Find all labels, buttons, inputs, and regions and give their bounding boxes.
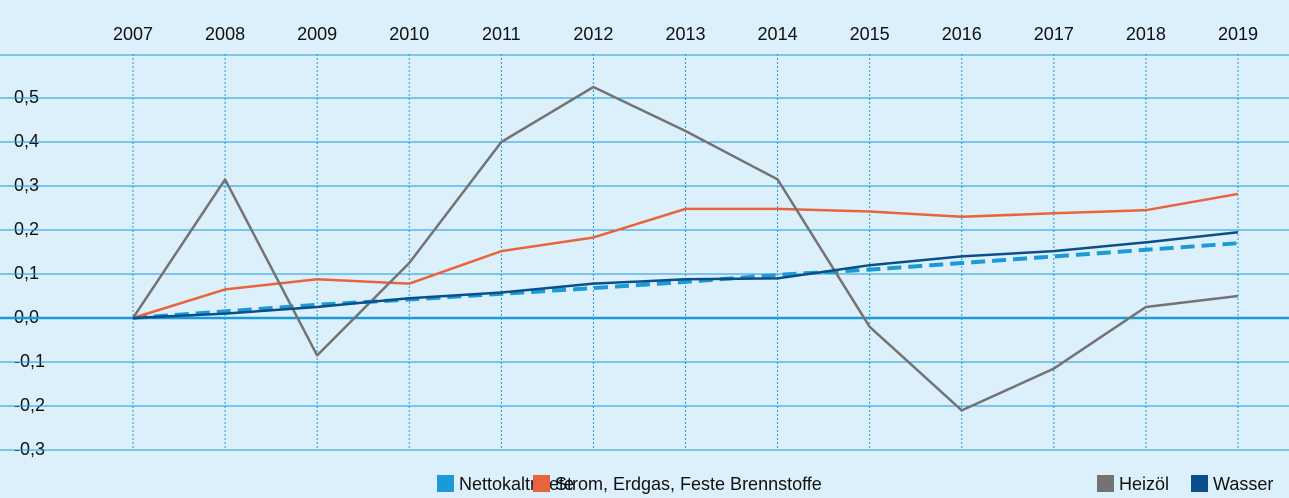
x-tick-label: 2019 <box>1218 24 1258 44</box>
x-tick-label: 2014 <box>758 24 798 44</box>
x-tick-label: 2012 <box>573 24 613 44</box>
x-tick-label: 2015 <box>850 24 890 44</box>
legend-label: Heizöl <box>1119 474 1169 494</box>
y-tick-label: -0,3 <box>14 439 45 459</box>
legend-swatch <box>1191 475 1208 492</box>
y-tick-label: 0,3 <box>14 175 39 195</box>
x-tick-label: 2009 <box>297 24 337 44</box>
y-tick-label: 0,4 <box>14 131 39 151</box>
legend-swatch <box>437 475 454 492</box>
y-tick-label: 0,1 <box>14 263 39 283</box>
x-tick-label: 2016 <box>942 24 982 44</box>
y-tick-label: -0,2 <box>14 395 45 415</box>
x-tick-label: 2007 <box>113 24 153 44</box>
legend-label: Strom, Erdgas, Feste Brennstoffe <box>555 474 822 494</box>
legend-swatch <box>533 475 550 492</box>
y-tick-label: 0,2 <box>14 219 39 239</box>
y-tick-label: 0,5 <box>14 87 39 107</box>
x-tick-label: 2013 <box>665 24 705 44</box>
y-tick-label: -0,1 <box>14 351 45 371</box>
x-tick-label: 2017 <box>1034 24 1074 44</box>
series-line <box>132 192 1239 320</box>
series-line <box>132 241 1239 320</box>
series-line <box>132 230 1239 320</box>
legend-label: Wasser <box>1213 474 1273 494</box>
x-tick-label: 2011 <box>482 24 521 44</box>
x-tick-label: 2018 <box>1126 24 1166 44</box>
legend-swatch <box>1097 475 1114 492</box>
x-tick-label: 2010 <box>389 24 429 44</box>
x-tick-label: 2008 <box>205 24 245 44</box>
series-line <box>131 85 1239 412</box>
